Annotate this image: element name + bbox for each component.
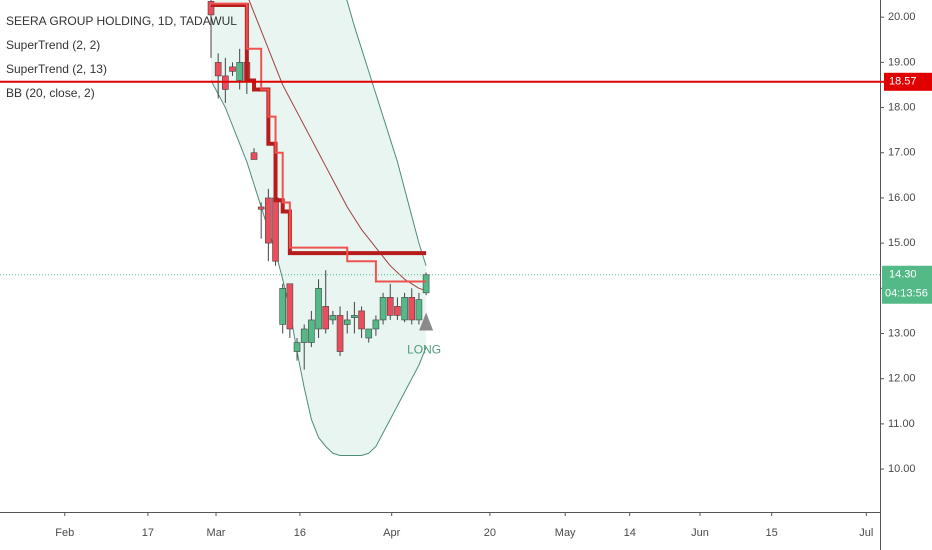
y-tick-label: 11.00 [888, 418, 915, 430]
candle-body [257, 206, 265, 210]
last-price-label: 14.30 [889, 269, 917, 281]
candle-body [300, 328, 308, 343]
candle-body [365, 328, 373, 339]
x-tick-label: Jul [859, 527, 873, 539]
candle-body [343, 319, 351, 325]
candle-body [415, 299, 423, 321]
candle-body [329, 315, 337, 321]
candle-body [358, 310, 365, 330]
y-tick-label: 19.00 [888, 56, 916, 68]
x-tick-label: Jun [691, 527, 709, 539]
y-tick-label: 20.00 [888, 11, 916, 23]
bb-lower [210, 80, 427, 457]
supertrend-line [211, 2, 427, 283]
candle-body [394, 306, 401, 316]
x-tick-label: 15 [766, 527, 778, 539]
x-tick-label: May [555, 527, 576, 539]
bb-upper [346, 0, 427, 266]
y-tick-label: 18.00 [888, 101, 916, 113]
y-tick-label: 15.00 [888, 237, 916, 249]
candle-body [401, 297, 408, 321]
candle-body [372, 319, 380, 330]
legend-entry: SuperTrend (2, 2) [6, 38, 100, 52]
legend-entry: SuperTrend (2, 13) [6, 62, 107, 76]
y-tick-label: 10.00 [888, 463, 916, 475]
candle-body [351, 315, 358, 318]
candle-body [336, 315, 344, 352]
axes: 10.0011.0012.0013.0014.0015.0016.0017.00… [55, 11, 932, 539]
signal-marker [419, 312, 434, 331]
candle-body [279, 288, 286, 325]
price-line-label-box [884, 72, 932, 91]
countdown: 04:13:56 [885, 288, 928, 300]
candle-body [379, 297, 387, 321]
signal-label: LONG [407, 343, 441, 357]
candle-body [207, 1, 215, 16]
y-tick-label: 13.00 [888, 327, 916, 339]
chart-title: SEERA GROUP HOLDING, 1D, TADAWUL [6, 14, 237, 28]
x-tick-label: Feb [55, 527, 74, 539]
bb-basis [248, 0, 427, 292]
candle-body [272, 197, 279, 262]
x-tick-label: Apr [383, 527, 400, 539]
candle-body [422, 274, 430, 294]
candle-body [308, 319, 315, 343]
candle-body [315, 288, 322, 330]
legend-entry: BB (20, close, 2) [6, 86, 95, 100]
candle-body [386, 297, 394, 316]
last-price-box [882, 265, 932, 304]
candle-body [214, 62, 222, 77]
candle-body [408, 297, 416, 321]
candle-body [293, 342, 301, 352]
candle-body [322, 306, 330, 330]
candle-body [286, 283, 294, 330]
price-line-label: 18.57 [889, 76, 917, 88]
candle-body [236, 62, 243, 81]
candle-body [229, 66, 236, 72]
candle-body [250, 152, 258, 160]
supertrend-line [211, 2, 427, 256]
bb-fill [211, 0, 427, 456]
plot-area: LONG [0, 0, 880, 457]
y-tick-label: 12.00 [888, 373, 916, 385]
x-tick-label: Mar [207, 527, 226, 539]
y-tick-label: 17.00 [888, 147, 916, 159]
x-tick-label: 16 [294, 527, 306, 539]
x-tick-label: 17 [142, 527, 154, 539]
y-tick-label: 16.00 [888, 192, 916, 204]
x-tick-label: 14 [624, 527, 636, 539]
x-tick-label: 20 [484, 527, 496, 539]
candle-body [265, 197, 272, 244]
